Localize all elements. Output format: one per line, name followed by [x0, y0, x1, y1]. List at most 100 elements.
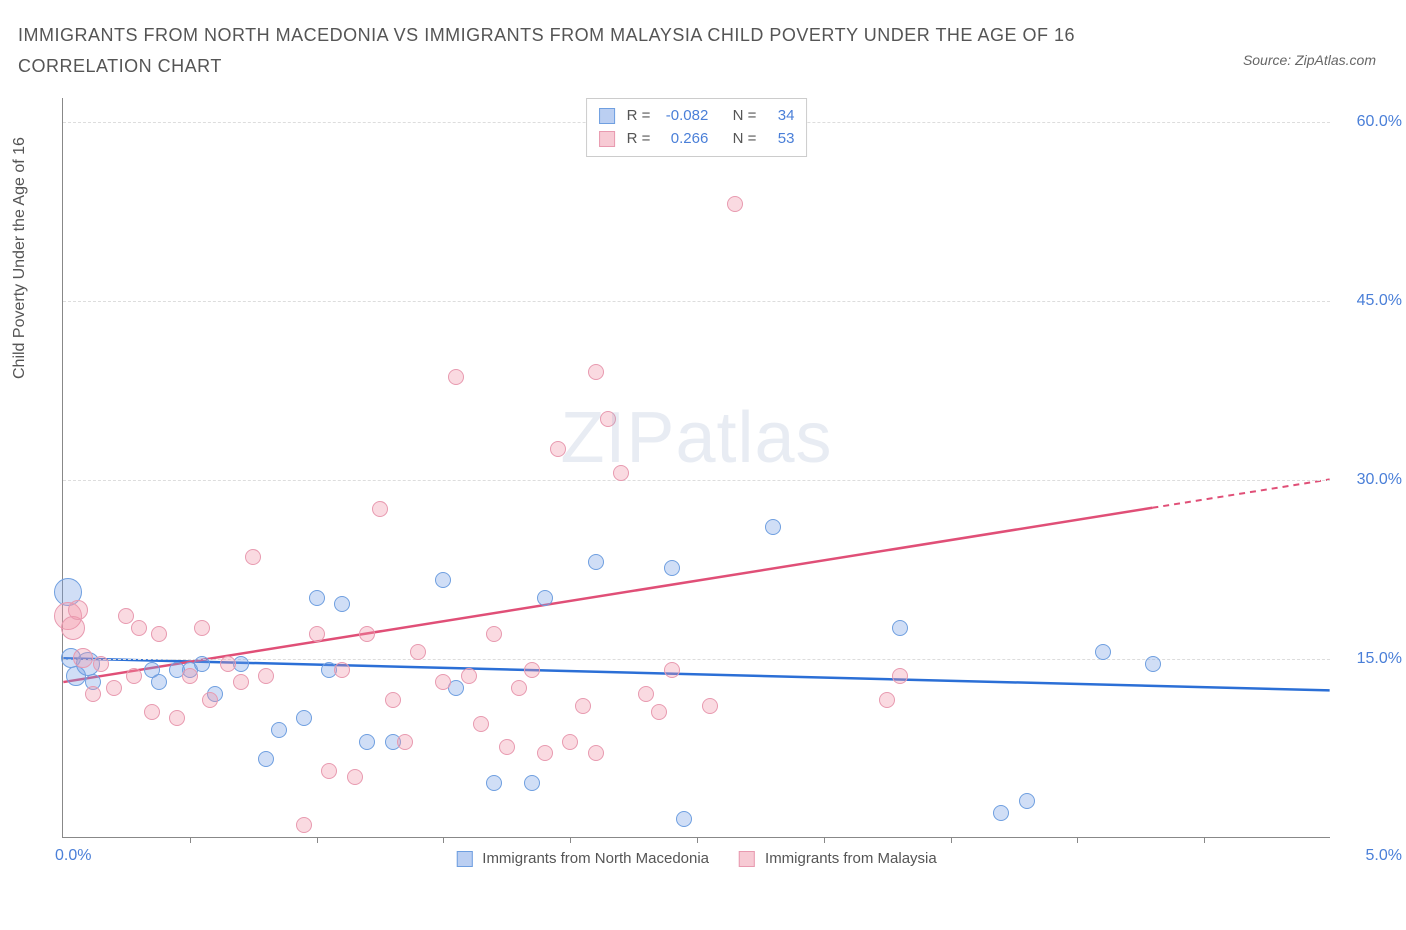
data-point — [892, 668, 908, 684]
y-axis-title: Child Poverty Under the Age of 16 — [11, 137, 29, 379]
x-tick — [1204, 837, 1205, 843]
gridline — [63, 659, 1330, 660]
x-axis-start-label: 0.0% — [55, 847, 91, 865]
bottom-legend: Immigrants from North Macedonia Immigrant… — [456, 850, 936, 867]
data-point — [499, 739, 515, 755]
data-point — [410, 644, 426, 660]
data-point — [258, 751, 274, 767]
x-tick — [1077, 837, 1078, 843]
data-point — [220, 656, 236, 672]
data-point — [892, 620, 908, 636]
data-point — [588, 364, 604, 380]
data-point — [321, 763, 337, 779]
x-tick — [190, 837, 191, 843]
data-point — [765, 519, 781, 535]
data-point — [664, 560, 680, 576]
data-point — [126, 668, 142, 684]
data-point — [151, 674, 167, 690]
source-label: Source: ZipAtlas.com — [1243, 52, 1376, 68]
data-point — [588, 745, 604, 761]
legend-item: Immigrants from Malaysia — [739, 850, 937, 867]
legend-swatch — [599, 131, 615, 147]
data-point — [334, 596, 350, 612]
data-point — [486, 626, 502, 642]
data-point — [524, 775, 540, 791]
y-tick-label: 60.0% — [1357, 113, 1402, 131]
data-point — [385, 692, 401, 708]
legend-swatch — [599, 108, 615, 124]
data-point — [151, 626, 167, 642]
data-point — [194, 656, 210, 672]
data-point — [359, 734, 375, 750]
data-point — [309, 626, 325, 642]
data-point — [588, 554, 604, 570]
data-point — [233, 674, 249, 690]
data-point — [524, 662, 540, 678]
data-point — [397, 734, 413, 750]
data-point — [702, 698, 718, 714]
gridline — [63, 480, 1330, 481]
data-point — [106, 680, 122, 696]
stat-n-value: 34 — [764, 105, 794, 128]
legend-label: Immigrants from North Macedonia — [482, 850, 709, 867]
data-point — [511, 680, 527, 696]
data-point — [1145, 656, 1161, 672]
data-point — [613, 465, 629, 481]
x-axis-end-label: 5.0% — [1366, 847, 1402, 865]
data-point — [144, 704, 160, 720]
y-tick-label: 30.0% — [1357, 471, 1402, 489]
x-tick — [697, 837, 698, 843]
data-point — [296, 817, 312, 833]
data-point — [296, 710, 312, 726]
data-point — [182, 668, 198, 684]
data-point — [131, 620, 147, 636]
y-tick-label: 45.0% — [1357, 292, 1402, 310]
data-point — [359, 626, 375, 642]
stat-n-label: N = — [733, 105, 757, 128]
data-point — [676, 811, 692, 827]
x-tick — [570, 837, 571, 843]
stat-n-value: 53 — [764, 128, 794, 151]
data-point — [600, 411, 616, 427]
data-point — [68, 600, 88, 620]
data-point — [461, 668, 477, 684]
data-point — [651, 704, 667, 720]
data-point — [1019, 793, 1035, 809]
data-point — [372, 501, 388, 517]
data-point — [194, 620, 210, 636]
x-tick — [317, 837, 318, 843]
stat-r-label: R = — [627, 128, 651, 151]
y-tick-label: 15.0% — [1357, 650, 1402, 668]
stat-r-label: R = — [627, 105, 651, 128]
data-point — [61, 616, 85, 640]
data-point — [258, 668, 274, 684]
data-point — [271, 722, 287, 738]
data-point — [347, 769, 363, 785]
data-point — [448, 369, 464, 385]
trend-lines — [63, 98, 1330, 837]
data-point — [334, 662, 350, 678]
legend-label: Immigrants from Malaysia — [765, 850, 937, 867]
data-point — [202, 692, 218, 708]
data-point — [245, 549, 261, 565]
data-point — [727, 196, 743, 212]
stats-row: R =-0.082 N =34 — [599, 105, 795, 128]
stat-r-value: 0.266 — [658, 128, 708, 151]
data-point — [85, 686, 101, 702]
data-point — [993, 805, 1009, 821]
data-point — [435, 674, 451, 690]
gridline — [63, 301, 1330, 302]
legend-item: Immigrants from North Macedonia — [456, 850, 709, 867]
data-point — [118, 608, 134, 624]
data-point — [562, 734, 578, 750]
data-point — [309, 590, 325, 606]
data-point — [537, 590, 553, 606]
plot-area: R =-0.082 N =34R =0.266 N =53 ZIPatlas 0… — [62, 98, 1330, 838]
x-tick — [951, 837, 952, 843]
legend-swatch — [456, 851, 472, 867]
data-point — [638, 686, 654, 702]
chart-title: IMMIGRANTS FROM NORTH MACEDONIA VS IMMIG… — [18, 20, 1118, 81]
data-point — [435, 572, 451, 588]
legend-swatch — [739, 851, 755, 867]
x-tick — [824, 837, 825, 843]
